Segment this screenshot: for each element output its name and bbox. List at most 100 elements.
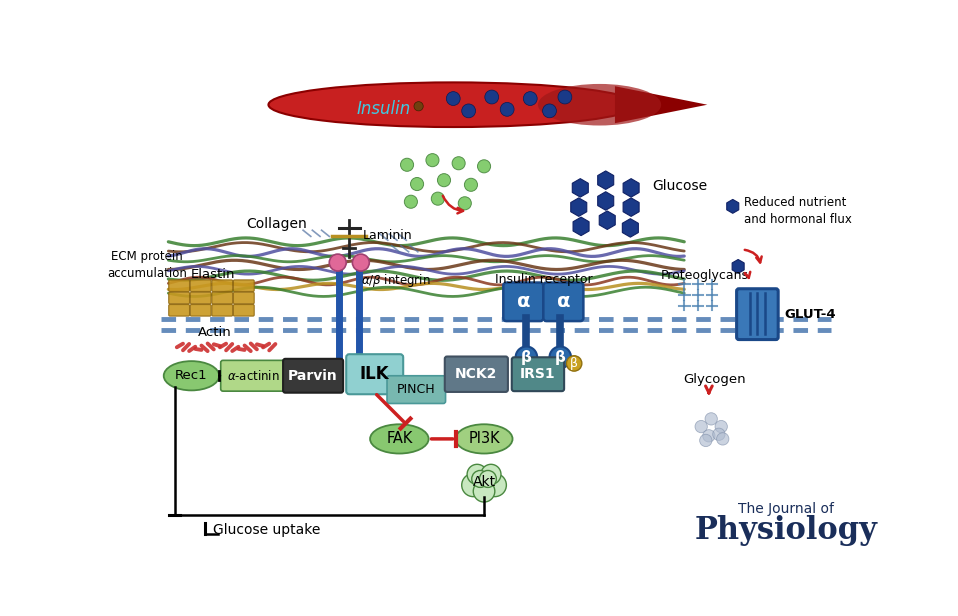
Circle shape (515, 346, 537, 368)
Text: Glucose: Glucose (651, 179, 707, 193)
Polygon shape (623, 219, 638, 237)
Circle shape (542, 104, 557, 118)
Circle shape (431, 192, 445, 205)
Polygon shape (571, 198, 586, 216)
Circle shape (438, 174, 450, 187)
Text: Physiology: Physiology (695, 515, 878, 546)
FancyBboxPatch shape (169, 292, 190, 304)
FancyBboxPatch shape (445, 357, 508, 392)
Polygon shape (598, 171, 614, 189)
FancyBboxPatch shape (543, 283, 583, 321)
Circle shape (446, 92, 460, 105)
Text: IRS1: IRS1 (520, 367, 556, 381)
Polygon shape (623, 179, 639, 197)
Circle shape (465, 178, 477, 192)
Circle shape (477, 160, 490, 173)
Text: α: α (557, 293, 570, 311)
Circle shape (695, 421, 707, 433)
FancyBboxPatch shape (387, 376, 445, 403)
Polygon shape (732, 259, 744, 274)
Circle shape (481, 464, 501, 484)
Circle shape (479, 471, 496, 487)
Text: Collagen: Collagen (246, 217, 307, 231)
FancyBboxPatch shape (212, 280, 233, 291)
Circle shape (713, 428, 725, 440)
Circle shape (558, 90, 572, 104)
Text: Proteoglycans: Proteoglycans (661, 269, 749, 282)
Circle shape (483, 474, 507, 496)
Polygon shape (572, 179, 588, 197)
Circle shape (471, 471, 489, 487)
Polygon shape (615, 86, 707, 123)
Text: Parvin: Parvin (288, 369, 338, 383)
Circle shape (404, 195, 418, 208)
FancyBboxPatch shape (234, 304, 254, 316)
FancyBboxPatch shape (212, 292, 233, 304)
Text: PINCH: PINCH (397, 383, 436, 396)
FancyBboxPatch shape (512, 357, 564, 391)
FancyBboxPatch shape (503, 283, 543, 321)
Circle shape (452, 156, 466, 170)
Text: $\alpha$-actinin: $\alpha$-actinin (227, 369, 280, 383)
Text: Laminin: Laminin (363, 229, 413, 242)
FancyBboxPatch shape (234, 280, 254, 291)
Text: β: β (555, 350, 566, 365)
Circle shape (353, 254, 370, 271)
FancyBboxPatch shape (212, 304, 233, 316)
Text: α: α (516, 293, 530, 311)
Circle shape (473, 480, 495, 502)
Circle shape (699, 434, 712, 447)
Circle shape (715, 421, 727, 433)
Circle shape (426, 153, 439, 167)
Ellipse shape (456, 424, 513, 453)
Circle shape (717, 433, 729, 445)
FancyBboxPatch shape (191, 280, 211, 291)
Text: Glucose uptake: Glucose uptake (213, 523, 320, 537)
Polygon shape (600, 211, 615, 229)
Circle shape (458, 197, 471, 210)
Polygon shape (727, 200, 739, 213)
FancyBboxPatch shape (283, 359, 343, 393)
Circle shape (414, 102, 423, 111)
Text: β: β (521, 350, 532, 365)
Circle shape (566, 356, 582, 371)
Text: Elastin: Elastin (191, 268, 236, 281)
FancyBboxPatch shape (737, 289, 778, 339)
Text: ECM protein
accumulation: ECM protein accumulation (107, 250, 187, 280)
Ellipse shape (268, 83, 638, 127)
Text: NCK2: NCK2 (455, 367, 497, 381)
Circle shape (523, 92, 537, 105)
Circle shape (462, 104, 475, 118)
Polygon shape (573, 217, 589, 235)
Circle shape (400, 158, 414, 171)
Text: $\alpha$/$\beta$ integrin: $\alpha$/$\beta$ integrin (361, 272, 430, 289)
Text: GLUT-4: GLUT-4 (785, 309, 836, 322)
Circle shape (411, 177, 423, 190)
Circle shape (330, 254, 346, 271)
Polygon shape (623, 198, 639, 216)
Circle shape (500, 102, 514, 116)
Ellipse shape (370, 424, 428, 453)
Circle shape (485, 90, 499, 104)
Text: Insulin: Insulin (356, 100, 411, 118)
FancyBboxPatch shape (220, 360, 285, 391)
Text: ILK: ILK (360, 365, 390, 383)
Polygon shape (598, 192, 614, 210)
Text: The Journal of: The Journal of (738, 502, 833, 516)
Text: Insulin receptor: Insulin receptor (494, 273, 592, 286)
Text: PI3K: PI3K (468, 431, 500, 447)
Text: Rec1: Rec1 (175, 369, 208, 383)
Circle shape (703, 430, 715, 442)
FancyBboxPatch shape (234, 292, 254, 304)
Circle shape (468, 464, 487, 484)
FancyBboxPatch shape (346, 354, 403, 394)
Text: Reduced nutrient
and hormonal flux: Reduced nutrient and hormonal flux (744, 196, 853, 226)
Text: Akt: Akt (472, 475, 495, 489)
FancyBboxPatch shape (169, 304, 190, 316)
Ellipse shape (164, 361, 219, 391)
FancyBboxPatch shape (191, 292, 211, 304)
Text: β: β (570, 357, 578, 370)
Circle shape (705, 413, 718, 425)
Circle shape (550, 346, 571, 368)
FancyBboxPatch shape (169, 280, 190, 291)
